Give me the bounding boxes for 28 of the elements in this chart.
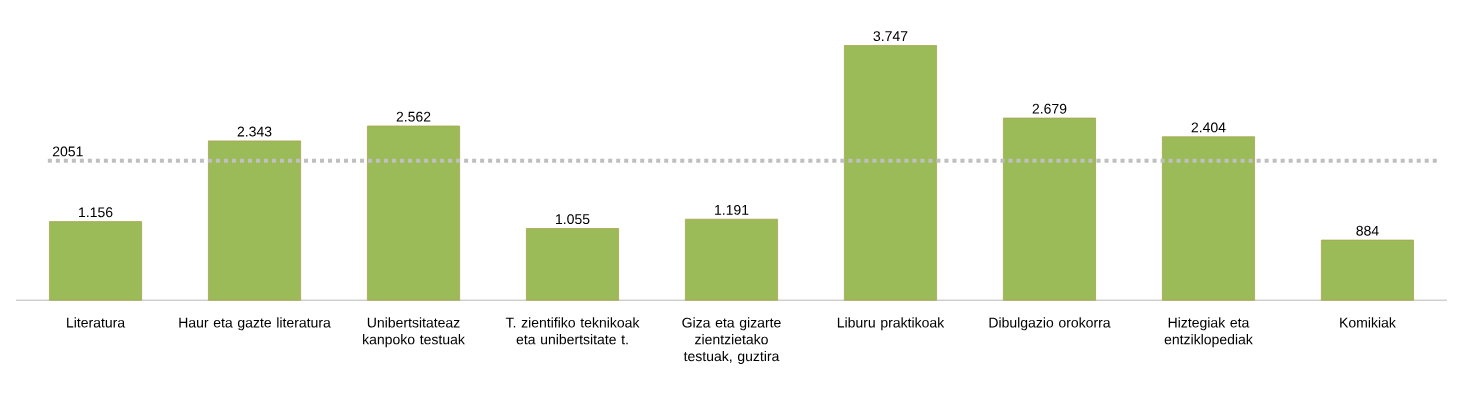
x-tick-label: Haur eta gazte literatura <box>179 317 331 331</box>
x-tick-label: Dibulgazio orokorra <box>989 317 1111 331</box>
bar <box>843 44 937 301</box>
ref-line-label: 2051 <box>52 146 83 157</box>
x-tick-label: Komikiak <box>1340 317 1396 328</box>
data-label: 2.679 <box>1032 103 1067 114</box>
data-label: 2.343 <box>237 126 272 137</box>
x-tick-label: Literatura <box>67 317 126 328</box>
data-label: 3.747 <box>873 31 908 41</box>
x-tick-label: Liburu praktikoak <box>837 317 945 331</box>
data-label: 1.055 <box>556 214 590 224</box>
data-label: 2.404 <box>1191 122 1226 133</box>
bar <box>1002 117 1096 301</box>
data-label: 884 <box>1356 225 1379 236</box>
bar <box>1320 239 1414 301</box>
data-label: 2.562 <box>396 111 431 122</box>
bar <box>208 140 302 301</box>
x-tick-label: Giza eta gizarte zientzietako testuak, guztira <box>682 317 781 364</box>
bar <box>367 125 461 301</box>
x-tick-label: Hiztegiak eta entziklopediak <box>1164 317 1253 348</box>
bar <box>49 221 143 301</box>
data-label: 1.156 <box>79 207 113 218</box>
x-tick-label: T. zientifiko teknikoak eta unibertsitate t. <box>505 317 640 345</box>
bar <box>526 227 620 301</box>
x-tick-label: Unibertsitateaz kanpoko testuak <box>363 317 465 348</box>
bar <box>684 218 778 301</box>
data-label: 1.191 <box>715 204 749 215</box>
bar <box>1161 136 1255 301</box>
